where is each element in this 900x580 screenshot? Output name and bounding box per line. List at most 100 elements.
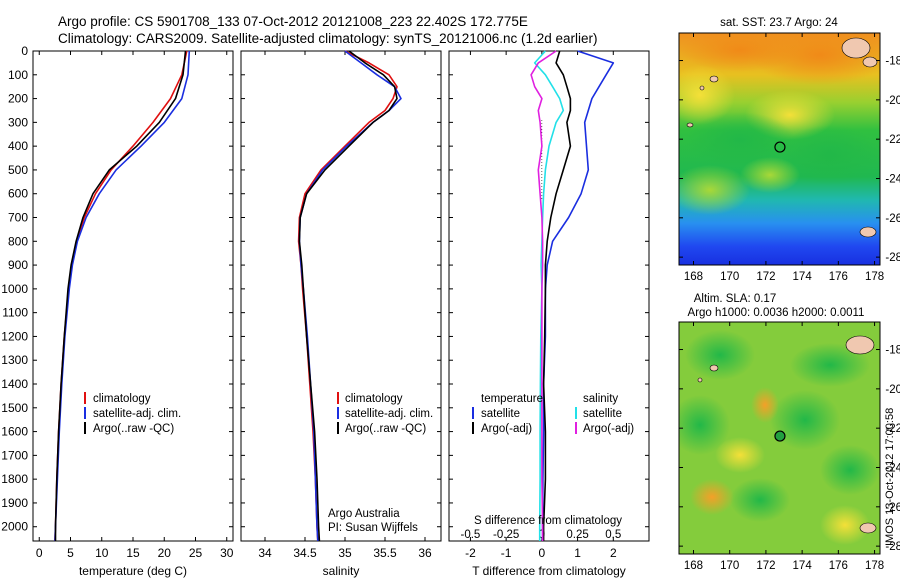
series-line-climatology xyxy=(297,50,398,542)
y-tick-label: 1400 xyxy=(1,377,28,391)
y-tick-label: 300 xyxy=(8,115,28,129)
difference-panel: -2 -1 0 1 2-0.5 -0.25 0 0.25 0.5T difference fro… xyxy=(448,50,650,578)
map-y-tick-label: -24 xyxy=(885,173,900,185)
legend-label-argo: Argo(..raw -QC) xyxy=(93,423,174,435)
map-x-tick-label: 168 xyxy=(684,560,703,572)
x-tick-label: 0 xyxy=(539,546,546,560)
y-tick-label: 800 xyxy=(8,234,28,248)
map-y-tick-label: -28 xyxy=(885,252,900,264)
map-x-tick-label: 168 xyxy=(684,271,703,283)
map-x-tick-label: 176 xyxy=(829,271,848,283)
x-tick-label: 1 xyxy=(574,546,581,560)
series-line-satellite-adj-clim- xyxy=(54,50,191,542)
legend-label-satellite: satellite-adj. clim. xyxy=(345,408,433,420)
series-line-argo-raw-qc- xyxy=(54,50,187,541)
diff-top-axis-label: S difference from climatology xyxy=(474,515,622,527)
series-line-climatology xyxy=(54,50,188,542)
legend-label-t-satellite: satellite xyxy=(481,408,520,420)
series-line-temperature-argo-adj- xyxy=(542,50,572,541)
y-tick-label: 200 xyxy=(8,92,28,106)
x-tick-label: 25 xyxy=(189,546,203,560)
x-axis-label: salinity xyxy=(323,564,360,578)
y-tick-label: 1800 xyxy=(1,472,28,486)
map-x-tick-label: 170 xyxy=(720,271,739,283)
sst-map-field xyxy=(679,33,880,265)
map-y-tick-label: -20 xyxy=(885,384,900,396)
series-line-temperature-satellite xyxy=(541,50,615,541)
annotation-argo-australia: Argo Australia xyxy=(328,508,400,520)
map-x-tick-label: 178 xyxy=(865,271,884,283)
y-tick-label: 2000 xyxy=(1,520,28,534)
x-tick-label: -2 xyxy=(465,546,476,560)
map-y-tick-label: -28 xyxy=(885,541,900,553)
x-tick-label: 34 xyxy=(258,546,272,560)
map-x-tick-label: 178 xyxy=(865,560,884,572)
x-tick-label: -1 xyxy=(501,546,512,560)
x-tick-label: 35 xyxy=(338,546,352,560)
y-tick-label: 0 xyxy=(21,44,28,58)
legend-label-climatology: climatology xyxy=(93,393,151,405)
float-position-marker xyxy=(774,430,786,442)
map-y-tick-label: -26 xyxy=(885,213,900,225)
sla-map-axes: 168 170 172 174 176 178 -18 -20 -22 -24 -26 -28 xyxy=(678,321,900,572)
legend-label-climatology: climatology xyxy=(345,393,403,405)
salinity-panel: 34 34.5 35 35.5 36 salinity xyxy=(240,50,442,578)
plot-frame xyxy=(448,50,650,542)
y-tick-label: 1000 xyxy=(1,282,28,296)
map-y-tick-label: -22 xyxy=(885,423,900,435)
map-y-tick-label: -20 xyxy=(885,95,900,107)
x-top-tick-label: 0.25 xyxy=(566,529,588,541)
x-tick-label: 36 xyxy=(418,546,432,560)
x-top-tick-label: -0.5 xyxy=(461,529,481,541)
x-tick-label: 20 xyxy=(158,546,172,560)
map-frame xyxy=(678,321,881,555)
y-tick-label: 1200 xyxy=(1,329,28,343)
x-tick-label: 35.5 xyxy=(373,546,397,560)
series-line-satellite-adj-clim- xyxy=(298,50,402,542)
x-top-tick-label: -0.25 xyxy=(493,529,519,541)
map-x-tick-label: 174 xyxy=(793,560,813,572)
header-line-2: Climatology: CARS2009. Satellite-adjuste… xyxy=(58,31,598,46)
legend-header-temperature: temperature xyxy=(481,393,543,405)
y-tick-label: 600 xyxy=(8,187,28,201)
y-tick-label: 1600 xyxy=(1,425,28,439)
x-tick-label: 5 xyxy=(67,546,74,560)
legend-label-s-satellite: satellite xyxy=(583,408,622,420)
y-tick-label: 1100 xyxy=(2,306,28,320)
salinity-legend: climatology satellite-adj. clim. Argo(..… xyxy=(328,392,433,534)
sla-map-title: Altim. SLA: 0.17 xyxy=(694,293,776,305)
x-tick-label: 0 xyxy=(36,546,43,560)
temperature-panel: 0100200300400500600700800900100011001200… xyxy=(1,44,233,578)
map-y-tick-label: -24 xyxy=(885,462,900,474)
y-tick-label: 1500 xyxy=(1,401,28,415)
x-tick-label: 34.5 xyxy=(293,546,317,560)
temperature-legend: climatology satellite-adj. clim. Argo(..… xyxy=(84,392,181,435)
plot-frame xyxy=(32,50,234,542)
series-line-salinity-argo-adj- xyxy=(530,50,557,541)
legend-label-argo: Argo(..raw -QC) xyxy=(345,423,426,435)
float-position-marker xyxy=(774,141,786,153)
y-tick-label: 900 xyxy=(8,258,28,272)
x-axis-label: temperature (deg C) xyxy=(79,564,187,578)
y-tick-label: 1900 xyxy=(1,496,28,510)
x-tick-label: 2 xyxy=(610,546,617,560)
x-tick-label: 15 xyxy=(126,546,140,560)
x-tick-label: 30 xyxy=(220,546,234,560)
sla-map-subtitle: Argo h1000: 0.0036 h2000: 0.0011 xyxy=(688,307,865,319)
x-top-tick-label: 0.5 xyxy=(605,529,621,541)
map-y-tick-label: -18 xyxy=(885,56,900,68)
plot-frame xyxy=(240,50,442,542)
map-x-tick-label: 176 xyxy=(829,560,848,572)
sst-map-title: sat. SST: 23.7 Argo: 24 xyxy=(720,17,838,29)
y-tick-label: 1300 xyxy=(1,353,28,367)
difference-legend: temperature salinity satellite Argo(-adj… xyxy=(472,393,634,527)
legend-label-satellite: satellite-adj. clim. xyxy=(93,408,181,420)
y-tick-label: 1700 xyxy=(1,448,28,462)
map-x-tick-label: 170 xyxy=(720,560,739,572)
x-tick-label: 10 xyxy=(95,546,109,560)
legend-label-s-argo: Argo(-adj) xyxy=(583,423,634,435)
y-tick-label: 700 xyxy=(8,211,28,225)
side-stamp: IMOS 13-Oct-2012 17:00:58 xyxy=(884,408,896,546)
map-y-tick-label: -26 xyxy=(885,502,900,514)
